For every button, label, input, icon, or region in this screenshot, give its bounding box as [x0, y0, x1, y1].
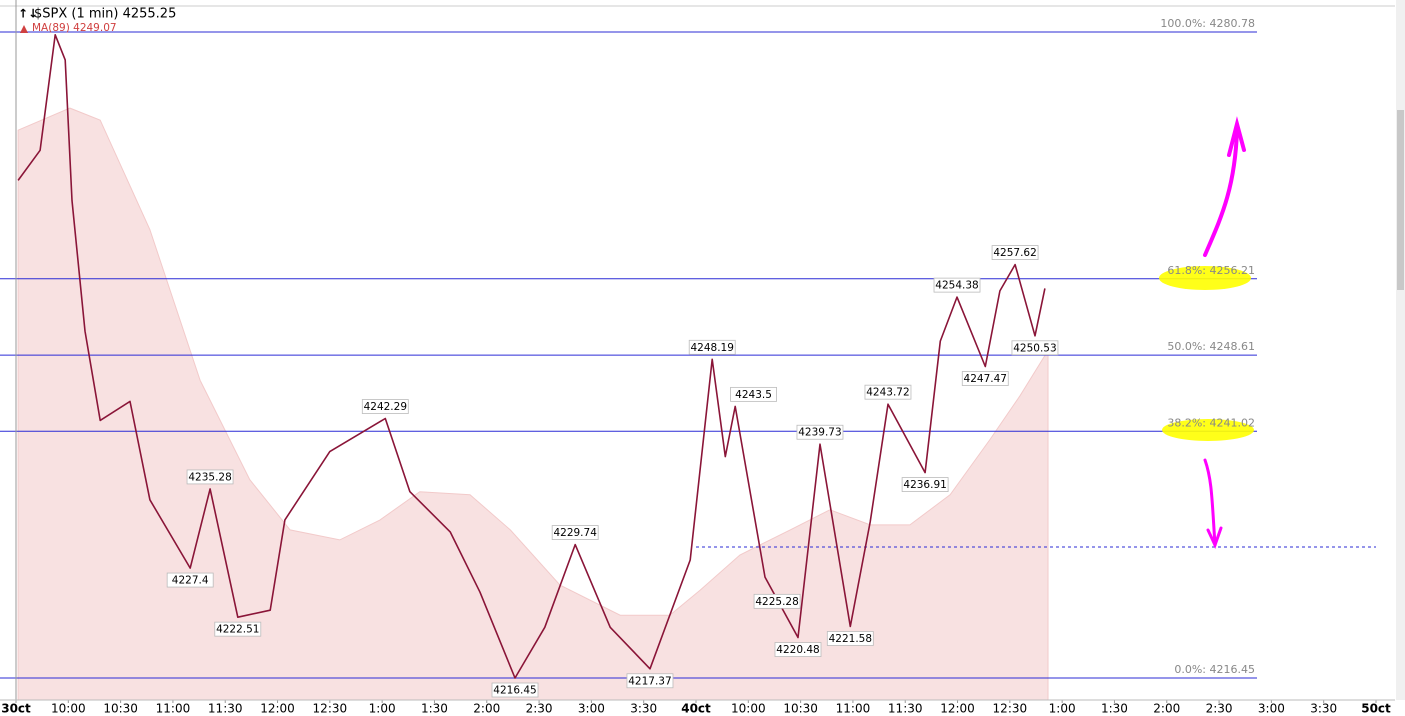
price-label: 4250.53 [1013, 342, 1056, 354]
x-tick-label: 12:00 [260, 702, 295, 716]
fib-label: 61.8%: 4256.21 [1167, 264, 1255, 277]
label-box [826, 631, 874, 646]
fib-label: 0.0%: 4216.45 [1174, 663, 1255, 676]
label-box [491, 682, 539, 698]
x-tick-label: 12:30 [313, 702, 348, 716]
x-tick-label: 1:00 [1049, 702, 1076, 716]
ma-icon [20, 25, 28, 33]
x-tick-label: 1:30 [421, 702, 448, 716]
price-label: 4222.51 [216, 624, 259, 636]
x-tick-label: 40ct [681, 702, 711, 716]
chart-title: $SPX (1 min) 4255.25 [34, 7, 176, 22]
label-box [864, 384, 912, 400]
chart-icon: ↑↓ [18, 7, 38, 21]
price-label: 4221.58 [829, 633, 872, 645]
label-box [991, 245, 1039, 260]
label-box [186, 469, 234, 485]
x-tick-label: 2:00 [473, 702, 500, 716]
x-tick-label: 2:00 [1153, 702, 1180, 716]
x-tick-label: 10:30 [103, 702, 138, 716]
label-box [901, 477, 949, 492]
label-box [1011, 340, 1059, 356]
x-tick-label: 11:30 [888, 702, 923, 716]
x-tick-label: 3:30 [1310, 702, 1337, 716]
price-label: 4235.28 [188, 471, 231, 483]
x-tick-label: 10:30 [783, 702, 818, 716]
scrollbar-thumb[interactable] [1397, 110, 1404, 290]
x-tick-label: 12:00 [940, 702, 975, 716]
x-tick-label: 3:00 [578, 702, 605, 716]
label-box [796, 424, 844, 440]
x-tick-label: 11:30 [208, 702, 243, 716]
label-box [688, 339, 736, 355]
x-tick-label: 30ct [1, 702, 31, 716]
label-box [730, 386, 777, 402]
label-box [361, 399, 409, 414]
ma-name: MA(89) [32, 22, 70, 34]
highlight [1162, 419, 1254, 441]
price-label: 4248.19 [691, 342, 734, 354]
label-box [933, 277, 981, 293]
label-box [214, 621, 262, 637]
price-label: 4216.45 [493, 685, 536, 697]
label-box [774, 642, 822, 657]
price-label: 4227.4 [172, 575, 209, 587]
price-label: 4225.28 [755, 596, 798, 608]
price-label: 4257.62 [993, 247, 1036, 259]
x-tick-label: 10:00 [731, 702, 766, 716]
x-tick-label: 3:30 [630, 702, 657, 716]
x-tick-label: 11:00 [836, 702, 871, 716]
ma-area [17, 107, 1049, 701]
price-line [17, 34, 1046, 679]
arrow-down [1203, 458, 1217, 547]
arrow-up [1203, 128, 1239, 257]
price-label: 4243.5 [735, 389, 772, 401]
x-tick-label: 10:00 [51, 702, 86, 716]
price-label: 4229.74 [553, 527, 597, 539]
price-label: 4236.91 [903, 479, 946, 491]
fib-label: 50.0%: 4248.61 [1167, 340, 1255, 353]
arrow-up-head [1227, 116, 1246, 157]
x-tick-label: 3:00 [1258, 702, 1285, 716]
label-box [753, 593, 801, 609]
label-box [961, 371, 1009, 386]
price-label: 4220.48 [776, 644, 819, 656]
price-label: 4242.29 [364, 401, 407, 413]
ma-legend: MA(89) 4249.07 [32, 22, 117, 34]
highlight [1159, 266, 1251, 290]
arrow-down-head [1206, 526, 1223, 549]
x-tick-label: 2:30 [1206, 702, 1233, 716]
label-box [166, 572, 214, 588]
ma-last: 4249.07 [73, 22, 116, 34]
price-label: 4239.73 [798, 427, 841, 439]
x-tick-label: 12:30 [993, 702, 1028, 716]
x-tick-label: 1:30 [1101, 702, 1128, 716]
x-tick-label: 50ct [1361, 702, 1391, 716]
price-label: 4254.38 [935, 280, 978, 292]
x-tick-label: 2:30 [526, 702, 553, 716]
price-label: 4247.47 [964, 373, 1007, 385]
fib-label: 38.2%: 4241.02 [1167, 416, 1255, 429]
fib-label: 100.0%: 4280.78 [1160, 17, 1255, 30]
scrollbar[interactable] [1396, 0, 1405, 700]
label-box [551, 525, 599, 540]
x-tick-label: 11:00 [156, 702, 191, 716]
price-label: 4217.37 [628, 675, 671, 687]
label-box [626, 673, 674, 689]
price-label: 4243.72 [866, 387, 909, 399]
x-tick-label: 1:00 [369, 702, 396, 716]
